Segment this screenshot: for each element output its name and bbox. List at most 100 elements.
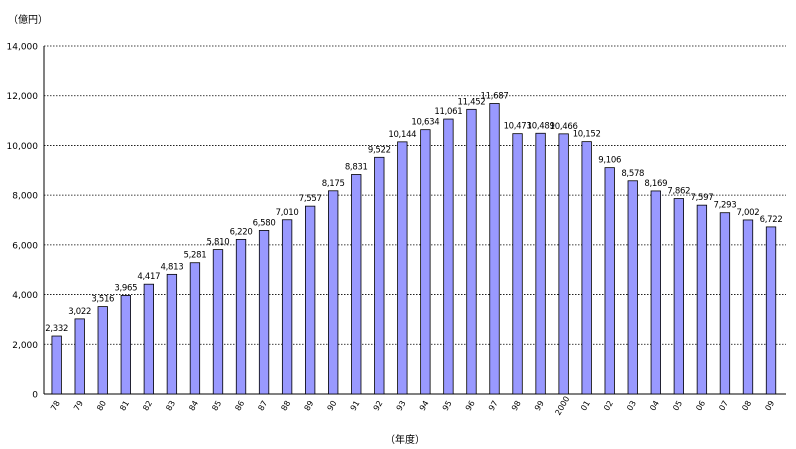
data-label: 10,473 <box>504 122 532 132</box>
x-tick-label: 81 <box>118 399 131 412</box>
data-label: 7,002 <box>737 208 760 218</box>
x-tick-label: 84 <box>187 399 200 412</box>
bar <box>719 212 731 395</box>
bar <box>397 141 408 395</box>
data-label: 6,722 <box>760 215 783 225</box>
y-tick-label: 4,000 <box>12 291 38 301</box>
data-label: 7,557 <box>299 194 322 204</box>
x-tick-label: 05 <box>671 399 684 412</box>
y-axis-title: （億円） <box>8 15 48 26</box>
data-label: 3,022 <box>68 307 91 317</box>
x-tick-label: 82 <box>141 399 154 412</box>
data-label: 11,452 <box>457 97 485 107</box>
bar <box>420 129 431 395</box>
x-tick-label: 91 <box>349 399 362 412</box>
x-tick-label: 08 <box>740 399 753 412</box>
x-tick-label: 83 <box>164 399 177 412</box>
data-label: 10,144 <box>388 130 416 140</box>
data-label: 11,061 <box>434 107 462 117</box>
data-label: 8,175 <box>322 179 345 189</box>
bar <box>696 204 708 395</box>
data-label: 7,862 <box>667 187 690 197</box>
x-tick-label: 07 <box>717 399 730 412</box>
bar <box>305 205 316 395</box>
bar <box>466 108 477 395</box>
x-tick-label: 78 <box>49 399 62 412</box>
x-tick-label: 80 <box>95 399 108 412</box>
bar <box>489 103 500 395</box>
x-tick-label: 06 <box>694 399 707 412</box>
y-tick-label: 0 <box>32 391 38 401</box>
x-tick-label: 90 <box>326 399 339 412</box>
data-label: 10,152 <box>573 130 601 140</box>
bar <box>328 190 339 395</box>
bar <box>443 118 454 395</box>
y-tick-label: 8,000 <box>12 192 38 202</box>
bar <box>74 318 85 395</box>
x-tick-label: 79 <box>72 399 85 412</box>
bar <box>742 219 754 395</box>
data-label: 5,281 <box>184 251 207 261</box>
data-label: 10,634 <box>411 118 439 128</box>
bar <box>235 238 247 395</box>
x-tick-label: 94 <box>418 399 431 412</box>
bar <box>166 273 178 395</box>
data-label: 8,831 <box>345 162 368 172</box>
bar <box>374 156 385 395</box>
data-label: 4,417 <box>137 272 160 282</box>
bar <box>604 167 615 395</box>
bar <box>765 226 777 395</box>
bar <box>51 335 62 395</box>
x-tick-label: 86 <box>233 399 246 412</box>
data-label: 9,522 <box>368 145 391 155</box>
data-label: 9,106 <box>598 156 621 166</box>
y-tick-label: 6,000 <box>12 241 38 251</box>
x-tick-label: 88 <box>279 399 292 412</box>
data-label: 7,010 <box>276 208 299 218</box>
x-tick-label: 97 <box>487 399 500 412</box>
data-label: 6,580 <box>253 218 276 228</box>
bar <box>212 249 224 395</box>
data-label: 10,466 <box>550 122 578 132</box>
bar <box>558 133 569 395</box>
x-tick-label: 04 <box>648 399 661 412</box>
data-label: 11,687 <box>481 91 509 101</box>
x-tick-label: 09 <box>763 399 776 412</box>
x-axis-title: （年度） <box>385 435 425 446</box>
x-tick-label: 99 <box>533 399 546 412</box>
y-tick-label: 2,000 <box>12 341 38 351</box>
x-tick-label: 87 <box>256 399 269 412</box>
data-label: 3,965 <box>114 283 137 293</box>
data-label: 7,293 <box>714 201 737 211</box>
bar <box>120 295 131 395</box>
data-label: 8,578 <box>621 169 644 179</box>
x-tick-label: 93 <box>395 399 408 412</box>
data-label: 3,516 <box>91 295 114 305</box>
x-tick-label: 03 <box>625 399 638 412</box>
x-tick-label: 85 <box>210 399 223 412</box>
bar <box>627 180 638 395</box>
bar <box>512 133 523 395</box>
bar <box>189 262 201 395</box>
x-tick-label: 92 <box>372 399 385 412</box>
data-label: 5,810 <box>207 238 230 248</box>
x-tick-label: 98 <box>510 399 523 412</box>
y-tick-label: 14,000 <box>7 43 39 53</box>
x-tick-label: 01 <box>579 399 592 412</box>
y-tick-label: 12,000 <box>7 92 39 102</box>
x-tick-label: 95 <box>441 399 454 412</box>
bar <box>143 283 154 395</box>
data-label: 8,169 <box>644 179 667 189</box>
x-tick-label: 02 <box>602 399 615 412</box>
y-tick-label: 10,000 <box>7 142 39 152</box>
data-label: 4,813 <box>160 262 183 272</box>
bar <box>258 230 270 395</box>
data-label: 2,332 <box>45 324 68 334</box>
data-label: 6,220 <box>230 227 253 237</box>
bar <box>650 190 661 395</box>
data-label: 7,597 <box>690 193 713 203</box>
bar <box>351 174 362 395</box>
bar <box>97 306 108 395</box>
bar <box>673 198 684 395</box>
